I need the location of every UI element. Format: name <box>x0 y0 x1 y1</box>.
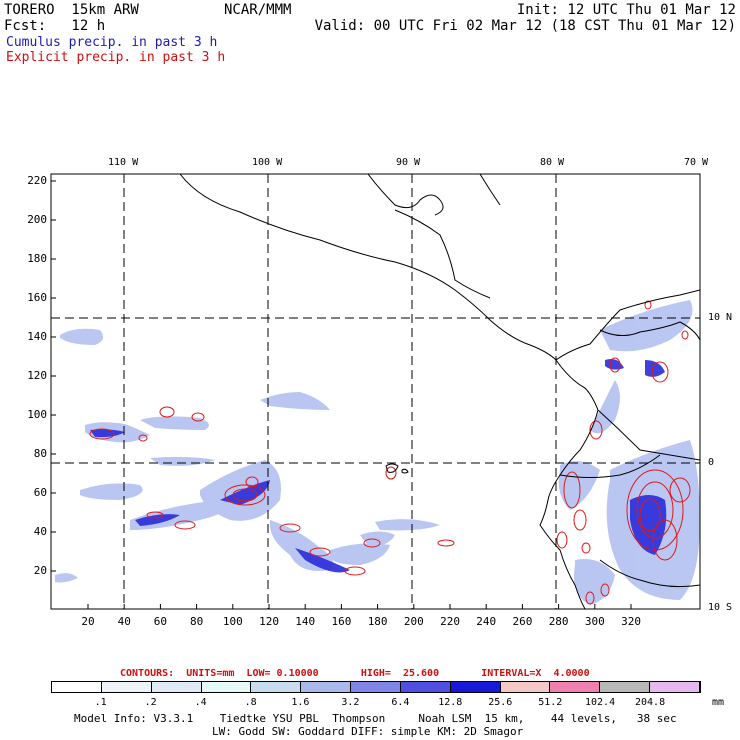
colorbar-unit: mm <box>712 697 725 708</box>
colorbar-swatch <box>650 682 700 692</box>
valid-time: Valid: 00 UTC Fri 02 Mar 12 (18 CST Thu … <box>314 18 736 34</box>
colorbar-swatch <box>151 682 202 692</box>
init-time: Init: 12 UTC Thu 01 Mar 12 <box>516 2 736 18</box>
x-tick-label: 40 <box>117 615 131 628</box>
colorbar-swatch <box>251 682 302 692</box>
colorbar-swatch <box>550 682 601 692</box>
longitude-label: 110 W <box>108 157 139 168</box>
colorbar-label: .2 <box>144 697 157 708</box>
y-tick-label: 20 <box>33 564 48 577</box>
y-tick-label: 160 <box>27 291 48 304</box>
longitude-label: 70 W <box>684 157 709 168</box>
y-tick-label: 200 <box>27 213 48 226</box>
center-name: NCAR/MMM <box>224 2 292 18</box>
x-tick-label: 300 <box>584 615 605 628</box>
x-tick-label: 20 <box>81 615 95 628</box>
legend-explicit: Explicit precip. in past 3 h <box>6 50 226 65</box>
colorbar-label: 51.2 <box>538 697 563 708</box>
colorbar-swatch <box>400 682 451 692</box>
x-tick-label: 120 <box>259 615 279 628</box>
colorbar-swatch <box>351 682 401 692</box>
colorbar-label: .8 <box>244 697 257 708</box>
x-tick-label: 200 <box>403 615 424 628</box>
heavy-precip-cores <box>90 359 667 573</box>
y-tick-label: 120 <box>27 369 48 382</box>
latitude-label: 10 S <box>708 602 733 613</box>
x-tick-label: 160 <box>331 615 352 628</box>
colorbar-swatch <box>201 682 252 692</box>
plot-frame <box>50 173 701 610</box>
colorbar-label: .4 <box>194 697 207 708</box>
colorbar-label: 25.6 <box>488 697 513 708</box>
colorbar-swatch <box>101 682 152 692</box>
x-tick-label: 280 <box>548 615 569 628</box>
y-tick-label: 140 <box>27 330 48 343</box>
x-tick-label: 180 <box>367 615 388 628</box>
model-title: TORERO 15km ARW <box>4 2 139 18</box>
longitude-label: 100 W <box>252 157 283 168</box>
contours-info: CONTOURS: UNITS=mm LOW= 0.10000 HIGH= 25… <box>120 668 590 679</box>
colorbar-label: 6.4 <box>391 697 410 708</box>
colorbar-swatch <box>500 682 551 692</box>
coastlines <box>179 174 700 609</box>
explicit-precip-contours <box>89 300 691 605</box>
longitude-label: 90 W <box>396 157 421 168</box>
model-info-line1: Model Info: V3.3.1 Tiedtke YSU PBL Thomp… <box>74 712 677 725</box>
legend-cumulus: Cumulus precip. in past 3 h <box>6 35 218 50</box>
colorbar-label: 1.6 <box>291 697 310 708</box>
forecast-hour: Fcst: 12 h <box>4 18 106 34</box>
y-tick-label: 180 <box>27 252 48 265</box>
y-tick-label: 80 <box>33 447 48 460</box>
colorbar-label: 204.8 <box>635 697 666 708</box>
colorbar <box>51 681 701 693</box>
colorbar-label: .1 <box>94 697 107 708</box>
x-tick-label: 320 <box>621 615 641 628</box>
x-tick-label: 100 <box>222 615 243 628</box>
lat-lon-gridlines <box>51 174 700 609</box>
colorbar-swatch <box>301 682 352 692</box>
colorbar-label: 12.8 <box>438 697 463 708</box>
y-tick-label: 40 <box>33 525 48 538</box>
colorbar-swatch <box>450 682 501 692</box>
latitude-label: 10 N <box>708 312 733 323</box>
cumulus-precip-areas <box>55 300 700 605</box>
axis-ticks <box>51 180 632 609</box>
y-tick-label: 100 <box>27 408 48 421</box>
model-info-line2: LW: Godd SW: Goddard DIFF: simple KM: 2D… <box>212 725 524 738</box>
x-tick-label: 220 <box>440 615 460 628</box>
x-tick-label: 240 <box>476 615 497 628</box>
x-tick-label: 60 <box>153 615 168 628</box>
y-tick-label: 60 <box>33 486 48 499</box>
x-tick-label: 80 <box>190 615 204 628</box>
longitude-label: 80 W <box>540 157 565 168</box>
y-tick-label: 220 <box>27 174 48 187</box>
colorbar-swatch <box>52 682 102 692</box>
colorbar-swatch <box>600 682 651 692</box>
colorbar-label: 3.2 <box>341 697 360 708</box>
x-tick-label: 140 <box>295 615 316 628</box>
latitude-label: 0 <box>708 457 715 468</box>
x-tick-label: 260 <box>512 615 533 628</box>
colorbar-label: 102.4 <box>585 697 616 708</box>
